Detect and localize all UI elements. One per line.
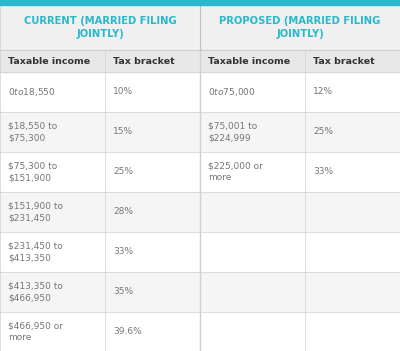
Bar xyxy=(0,232,400,272)
Text: $151,900 to
$231,450: $151,900 to $231,450 xyxy=(8,202,63,222)
Bar xyxy=(0,112,400,152)
Text: 33%: 33% xyxy=(313,167,333,177)
Text: $75,001 to
$224,999: $75,001 to $224,999 xyxy=(208,122,257,142)
Text: 25%: 25% xyxy=(113,167,133,177)
Text: Tax bracket: Tax bracket xyxy=(313,57,375,66)
Text: 39.6%: 39.6% xyxy=(113,327,142,337)
Text: PROPOSED (MARRIED FILING
JOINTLY): PROPOSED (MARRIED FILING JOINTLY) xyxy=(219,16,381,39)
Text: 35%: 35% xyxy=(113,287,133,297)
Bar xyxy=(0,0,400,5)
Text: Taxable income: Taxable income xyxy=(8,57,90,66)
Bar xyxy=(0,50,400,72)
Text: $18,550 to
$75,300: $18,550 to $75,300 xyxy=(8,122,57,142)
Text: 10%: 10% xyxy=(113,87,133,97)
Text: $0 to $75,000: $0 to $75,000 xyxy=(208,86,256,98)
Bar xyxy=(0,312,400,351)
Text: $466,950 or
more: $466,950 or more xyxy=(8,322,63,342)
Text: $231,450 to
$413,350: $231,450 to $413,350 xyxy=(8,242,63,262)
Text: 33%: 33% xyxy=(113,247,133,257)
Text: 28%: 28% xyxy=(113,207,133,217)
Text: $225,000 or
more: $225,000 or more xyxy=(208,162,263,182)
Text: Tax bracket: Tax bracket xyxy=(113,57,175,66)
Text: $0 to $18,550: $0 to $18,550 xyxy=(8,86,56,98)
Bar xyxy=(0,272,400,312)
Text: 15%: 15% xyxy=(113,127,133,137)
Text: 25%: 25% xyxy=(313,127,333,137)
Bar xyxy=(0,72,400,112)
Text: Taxable income: Taxable income xyxy=(208,57,290,66)
Text: 12%: 12% xyxy=(313,87,333,97)
Bar xyxy=(0,192,400,232)
Text: CURRENT (MARRIED FILING
JOINTLY): CURRENT (MARRIED FILING JOINTLY) xyxy=(24,16,176,39)
Bar xyxy=(0,152,400,192)
Text: $75,300 to
$151,900: $75,300 to $151,900 xyxy=(8,162,57,182)
Bar xyxy=(0,5,400,50)
Text: $413,350 to
$466,950: $413,350 to $466,950 xyxy=(8,282,63,302)
